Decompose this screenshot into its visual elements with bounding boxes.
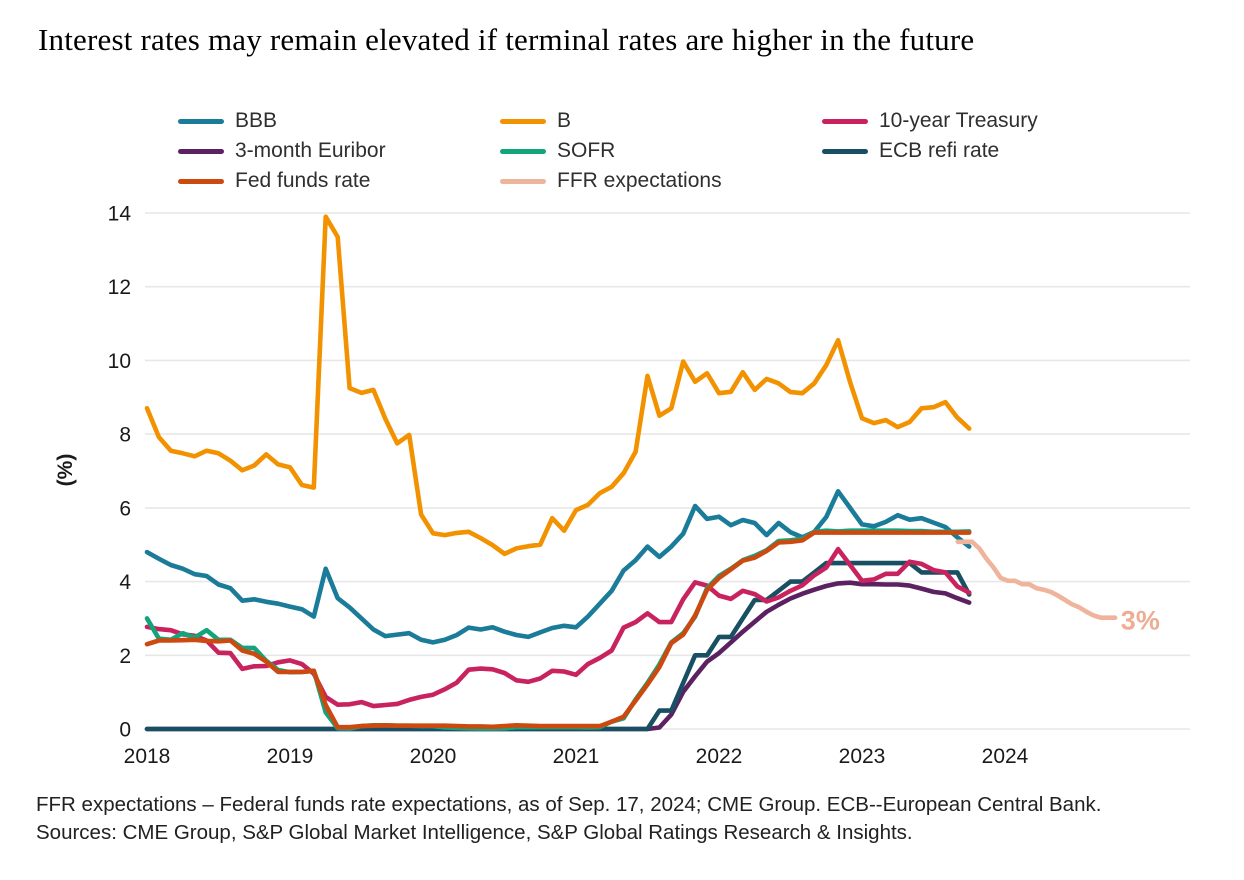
y-tick-label-4: 4 [119, 571, 131, 594]
legend-label-b: B [557, 109, 572, 132]
legend-item-ecb-refi-rate: ECB refi rate [822, 139, 1152, 163]
legend-label-10-year-treasury: 10-year Treasury [879, 109, 1038, 132]
legend-swatch-3-month-euribor [178, 148, 224, 154]
x-tick-label-2018: 2018 [124, 745, 171, 768]
series-line-ecb-refi-rate [144, 560, 972, 732]
legend-item-sofr: SOFR [500, 139, 822, 163]
series-line-10-year-treasury [144, 546, 972, 709]
footnote-line-1: FFR expectations – Federal funds rate ex… [36, 793, 1102, 816]
y-tick-label-0: 0 [119, 719, 131, 742]
y-tick-label-12: 12 [108, 276, 131, 299]
x-tick-label-2020: 2020 [410, 745, 457, 768]
legend-item-3-month-euribor: 3-month Euribor [178, 139, 500, 163]
terminal-rate-annotation: 3% [1121, 605, 1160, 635]
x-tick-label-2024: 2024 [982, 745, 1029, 768]
y-tick-label-14: 14 [108, 203, 132, 226]
legend-label-sofr: SOFR [557, 139, 616, 162]
y-tick-label-2: 2 [119, 645, 131, 668]
x-tick-label-2023: 2023 [839, 745, 886, 768]
series-line-fed-funds-rate [144, 530, 972, 730]
y-tick-label-10: 10 [108, 350, 131, 373]
page-title: Interest rates may remain elevated if te… [38, 22, 975, 57]
x-tick-label-2022: 2022 [696, 745, 743, 768]
legend: BBB B 10-year Treasury 3-month Euribor SOFR E… [178, 106, 1152, 196]
legend-item-ffr-expectations: FFR expectations [500, 169, 822, 193]
legend-label-ffr-expectations: FFR expectations [557, 169, 722, 192]
y-tick-label-6: 6 [119, 497, 131, 520]
x-tick-label-2019: 2019 [267, 745, 314, 768]
legend-swatch-ffr-expectations [500, 178, 546, 184]
legend-swatch-b [500, 118, 546, 124]
footnote-line-2: Sources: CME Group, S&P Global Market In… [36, 820, 913, 844]
legend-item-10-year-treasury: 10-year Treasury [822, 109, 1152, 133]
legend-swatch-fed-funds-rate [178, 178, 224, 184]
legend-swatch-bbb [178, 118, 224, 124]
series-line-b [144, 214, 972, 557]
footnote: FFR expectations – Federal funds rate ex… [36, 791, 1216, 846]
series-line-bbb [144, 488, 972, 645]
legend-item-bbb: BBB [178, 109, 500, 133]
x-tick-label-2021: 2021 [553, 745, 600, 768]
legend-swatch-ecb-refi-rate [822, 148, 868, 154]
legend-item-fed-funds-rate: Fed funds rate [178, 169, 500, 193]
legend-label-3-month-euribor: 3-month Euribor [235, 139, 386, 162]
y-axis-label: (%) [54, 454, 77, 487]
legend-label-fed-funds-rate: Fed funds rate [235, 169, 371, 192]
legend-swatch-sofr [500, 148, 546, 154]
y-tick-label-8: 8 [119, 424, 131, 447]
legend-item-b: B [500, 109, 822, 133]
legend-swatch-10-year-treasury [822, 118, 868, 124]
legend-label-ecb-refi-rate: ECB refi rate [879, 139, 1000, 162]
legend-label-bbb: BBB [235, 109, 278, 132]
series-line-ffr-expectations [955, 539, 1118, 621]
